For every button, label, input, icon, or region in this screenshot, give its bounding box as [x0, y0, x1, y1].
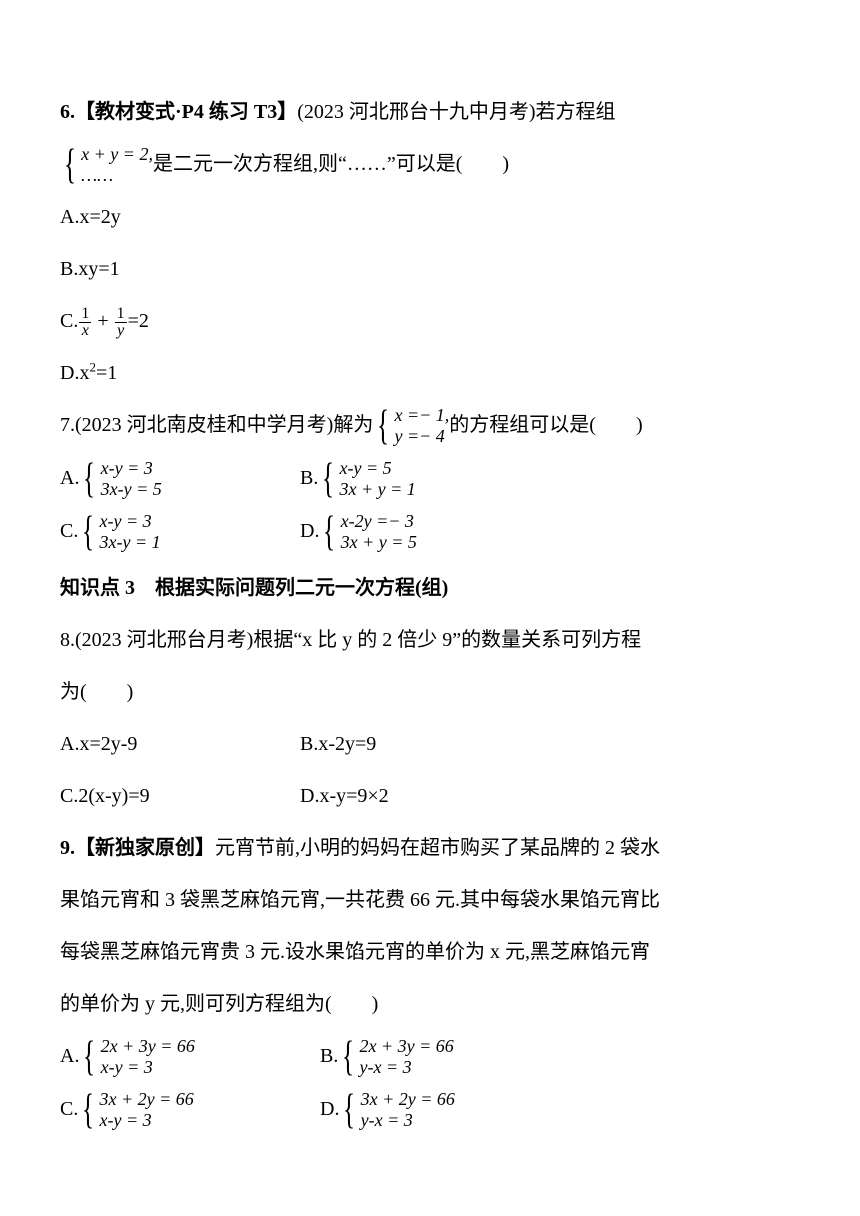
q7-opt-d: D.{x-2y =− 33x + y = 5 — [300, 509, 417, 554]
label-b: B. — [300, 467, 318, 489]
q9-tag: 9.【新独家原创】 — [60, 837, 215, 859]
q8-opts-row1: A.x=2y-9 B.x-2y=9 — [60, 722, 800, 766]
q9-line2: 果馅元宵和 3 袋黑芝麻馅元宵,一共花费 66 元.其中每袋水果馅元宵比 — [60, 878, 800, 922]
q9-opt-c: C.{3x + 2y = 66x-y = 3 — [60, 1087, 320, 1132]
q6-rest: (2023 河北邢台十九中月考)若方程组 — [297, 101, 615, 123]
q9-opts-row1: A.{2x + 3y = 66x-y = 3 B.{2x + 3y = 66y-… — [60, 1034, 800, 1079]
q7-after-brace: 的方程组可以是( ) — [449, 414, 642, 436]
q7-opt-a: A.{x-y = 33x-y = 5 — [60, 456, 300, 501]
label-c: C. — [60, 520, 78, 542]
brace-icon: { — [83, 1040, 95, 1076]
q9-l1: 元宵节前,小明的妈妈在超市购买了某品牌的 2 袋水 — [215, 837, 660, 859]
q7-opt-c: C.{x-y = 33x-y = 1 — [60, 509, 300, 554]
brace-icon: { — [82, 1093, 94, 1129]
q6-brace-top: x + y = 2, — [81, 144, 153, 166]
q6-opt-a: A.x=2y — [60, 195, 800, 239]
q6-stem-line1: 6.【教材变式·P4 练习 T3】(2023 河北邢台十九中月考)若方程组 — [60, 90, 800, 134]
q6-opt-b: B.xy=1 — [60, 247, 800, 291]
q7-brace-bot: y =− 4 — [395, 426, 450, 448]
q9-opt-d: D.{3x + 2y = 66y-x = 3 — [320, 1087, 455, 1132]
fraction-1-x: 1x — [79, 306, 91, 339]
q7-opts-row1: A.{x-y = 33x-y = 5 B.{x-y = 53x + y = 1 — [60, 456, 800, 501]
q7-opt-b: B.{x-y = 53x + y = 1 — [300, 456, 416, 501]
q8-opts-row2: C.2(x-y)=9 D.x-y=9×2 — [60, 774, 800, 818]
q6-opt-d: D.x2=1 — [60, 351, 800, 395]
q8-opt-a: A.x=2y-9 — [60, 722, 300, 766]
q8-opt-d: D.x-y=9×2 — [300, 774, 389, 818]
q6-after-brace: 是二元一次方程组,则“……”可以是( ) — [153, 153, 509, 175]
q7-brace: { x =− 1, y =− 4 — [373, 405, 449, 448]
q9-line4: 的单价为 y 元,则可列方程组为( ) — [60, 982, 800, 1026]
q7-lead: 7.(2023 河北南皮桂和中学月考)解为 — [60, 414, 373, 436]
knowledge-point-3: 知识点 3 根据实际问题列二元一次方程(组) — [60, 566, 800, 610]
q6-stem-line2: { x + y = 2, …… 是二元一次方程组,则“……”可以是( ) — [60, 142, 800, 187]
q9-opt-b: B.{2x + 3y = 66y-x = 3 — [320, 1034, 454, 1079]
label-d: D. — [320, 1098, 339, 1120]
q6-d-post: =1 — [96, 362, 117, 384]
label-a: A. — [60, 1045, 79, 1067]
q6-c-pre: C. — [60, 310, 78, 332]
fraction-1-y: 1y — [115, 306, 127, 339]
brace-icon: { — [323, 515, 335, 551]
q8-opt-b: B.x-2y=9 — [300, 722, 376, 766]
brace-icon: { — [343, 1093, 355, 1129]
q7-opts-row2: C.{x-y = 33x-y = 1 D.{x-2y =− 33x + y = … — [60, 509, 800, 554]
q8-opt-c: C.2(x-y)=9 — [60, 774, 300, 818]
q8-line2: 为( ) — [60, 670, 800, 714]
q6-brace: { x + y = 2, …… — [60, 144, 153, 187]
q9-line1: 9.【新独家原创】元宵节前,小明的妈妈在超市购买了某品牌的 2 袋水 — [60, 826, 800, 870]
q6-d-pre: D.x — [60, 362, 89, 384]
brace-icon: { — [64, 148, 76, 184]
label-b: B. — [320, 1045, 338, 1067]
brace-icon: { — [377, 409, 389, 445]
q9-line3: 每袋黑芝麻馅元宵贵 3 元.设水果馅元宵的单价为 x 元,黑芝麻馅元宵 — [60, 930, 800, 974]
brace-icon: { — [322, 462, 334, 498]
q6-c-post: =2 — [128, 310, 149, 332]
q7-stem: 7.(2023 河北南皮桂和中学月考)解为 { x =− 1, y =− 4 的… — [60, 403, 800, 448]
brace-icon: { — [82, 515, 94, 551]
label-a: A. — [60, 467, 79, 489]
q6-opt-c: C.1x + 1y=2 — [60, 299, 800, 343]
q8-line1: 8.(2023 河北邢台月考)根据“x 比 y 的 2 倍少 9”的数量关系可列… — [60, 618, 800, 662]
label-c: C. — [60, 1098, 78, 1120]
label-d: D. — [300, 520, 319, 542]
q6-tag: 6.【教材变式·P4 练习 T3】 — [60, 101, 297, 123]
brace-icon: { — [342, 1040, 354, 1076]
q6-brace-bot: …… — [81, 165, 153, 187]
brace-icon: { — [83, 462, 95, 498]
q6-c-plus: + — [92, 310, 113, 332]
q7-brace-top: x =− 1, — [395, 405, 450, 427]
q9-opts-row2: C.{3x + 2y = 66x-y = 3 D.{3x + 2y = 66y-… — [60, 1087, 800, 1132]
q9-opt-a: A.{2x + 3y = 66x-y = 3 — [60, 1034, 320, 1079]
